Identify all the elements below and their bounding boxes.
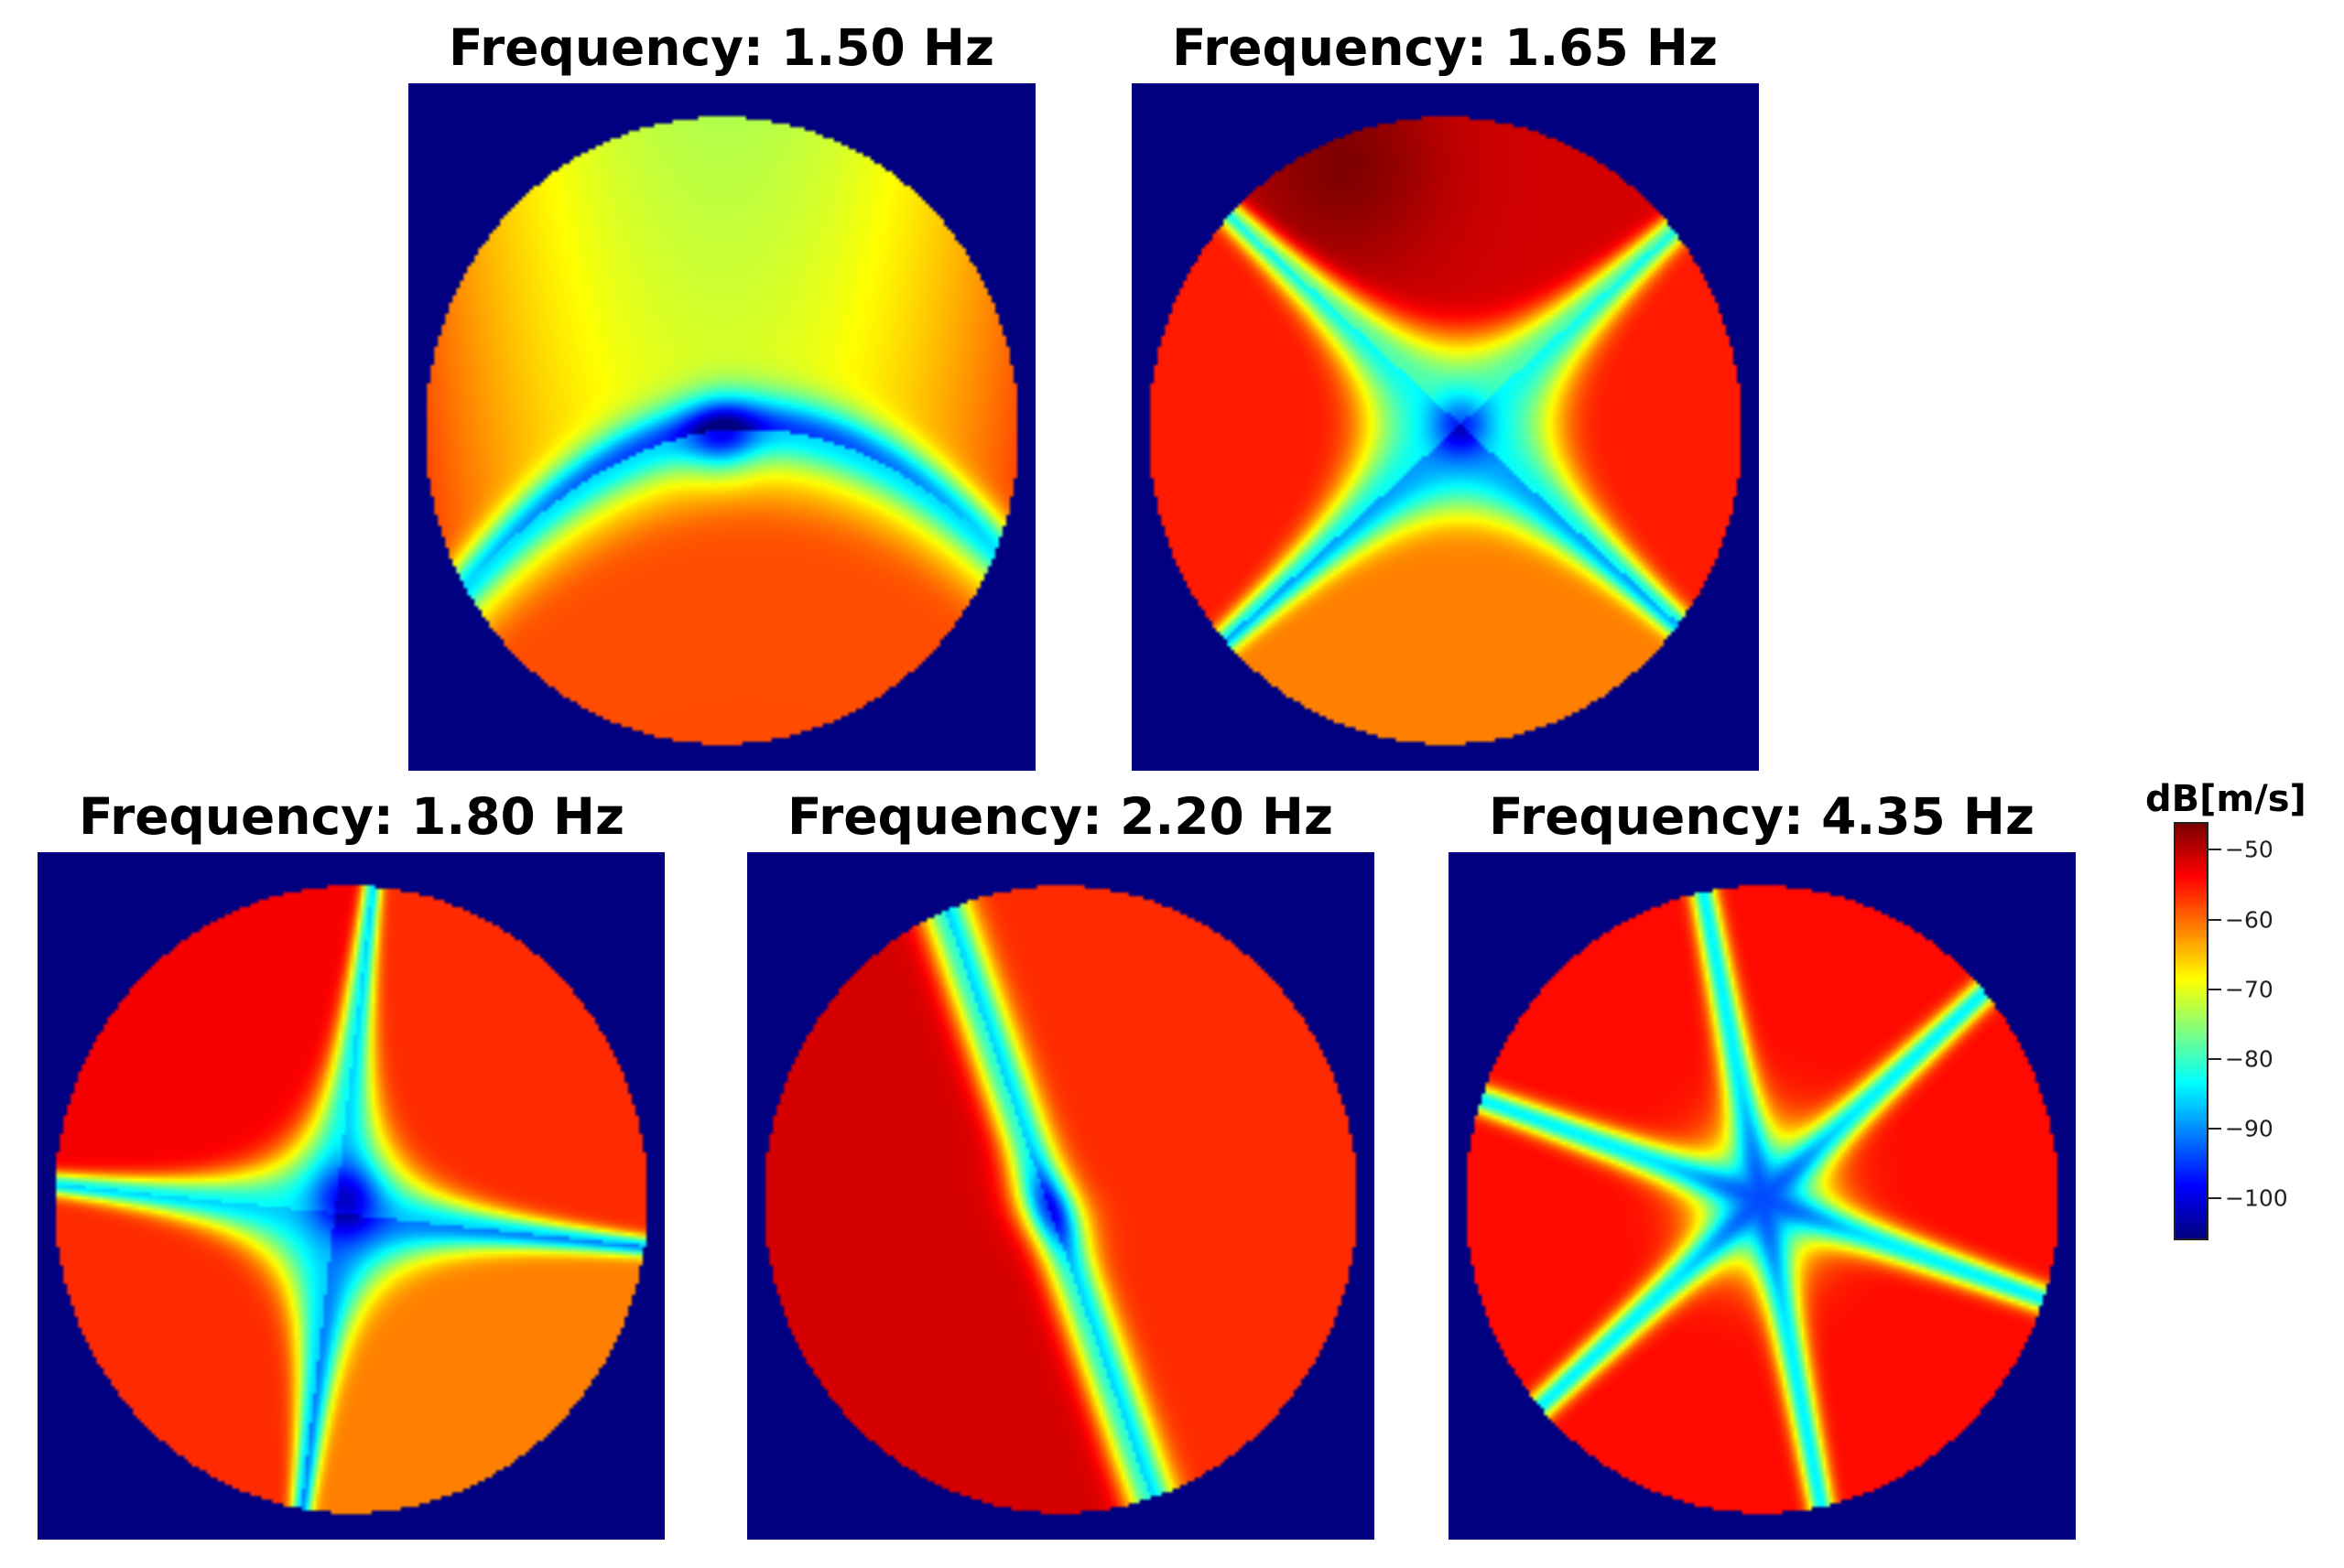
- heatmap-2-20hz: [747, 852, 1374, 1540]
- colorbar-tick-mark: [2208, 1057, 2221, 1060]
- heatmap-4-35hz: [1449, 852, 2076, 1540]
- colorbar-label: dB[m/s]: [2145, 778, 2306, 820]
- colorbar-tick-label: −90: [2225, 1115, 2273, 1142]
- colorbar-tick-label: −60: [2225, 906, 2273, 934]
- colorbar: [2174, 822, 2208, 1240]
- heatmap-1-80hz: [38, 852, 665, 1540]
- heatmap-1-65hz: [1132, 83, 1759, 771]
- colorbar-tick-label: −50: [2225, 836, 2273, 863]
- title-1-50hz: Frequency: 1.50 Hz: [449, 18, 994, 77]
- title-2-20hz: Frequency: 2.20 Hz: [787, 787, 1333, 846]
- colorbar-tick-mark: [2208, 1197, 2221, 1200]
- colorbar-tick-label: −100: [2225, 1184, 2288, 1212]
- heatmap-1-50hz: [408, 83, 1036, 771]
- colorbar-tick-mark: [2208, 988, 2221, 990]
- colorbar-tick-label: −80: [2225, 1045, 2273, 1073]
- colorbar-tick-label: −70: [2225, 976, 2273, 1003]
- title-1-65hz: Frequency: 1.65 Hz: [1172, 18, 1718, 77]
- colorbar-tick-mark: [2208, 1128, 2221, 1130]
- title-1-80hz: Frequency: 1.80 Hz: [79, 787, 624, 846]
- colorbar-tick-mark: [2208, 918, 2221, 921]
- title-4-35hz: Frequency: 4.35 Hz: [1489, 787, 2035, 846]
- colorbar-tick-mark: [2208, 849, 2221, 851]
